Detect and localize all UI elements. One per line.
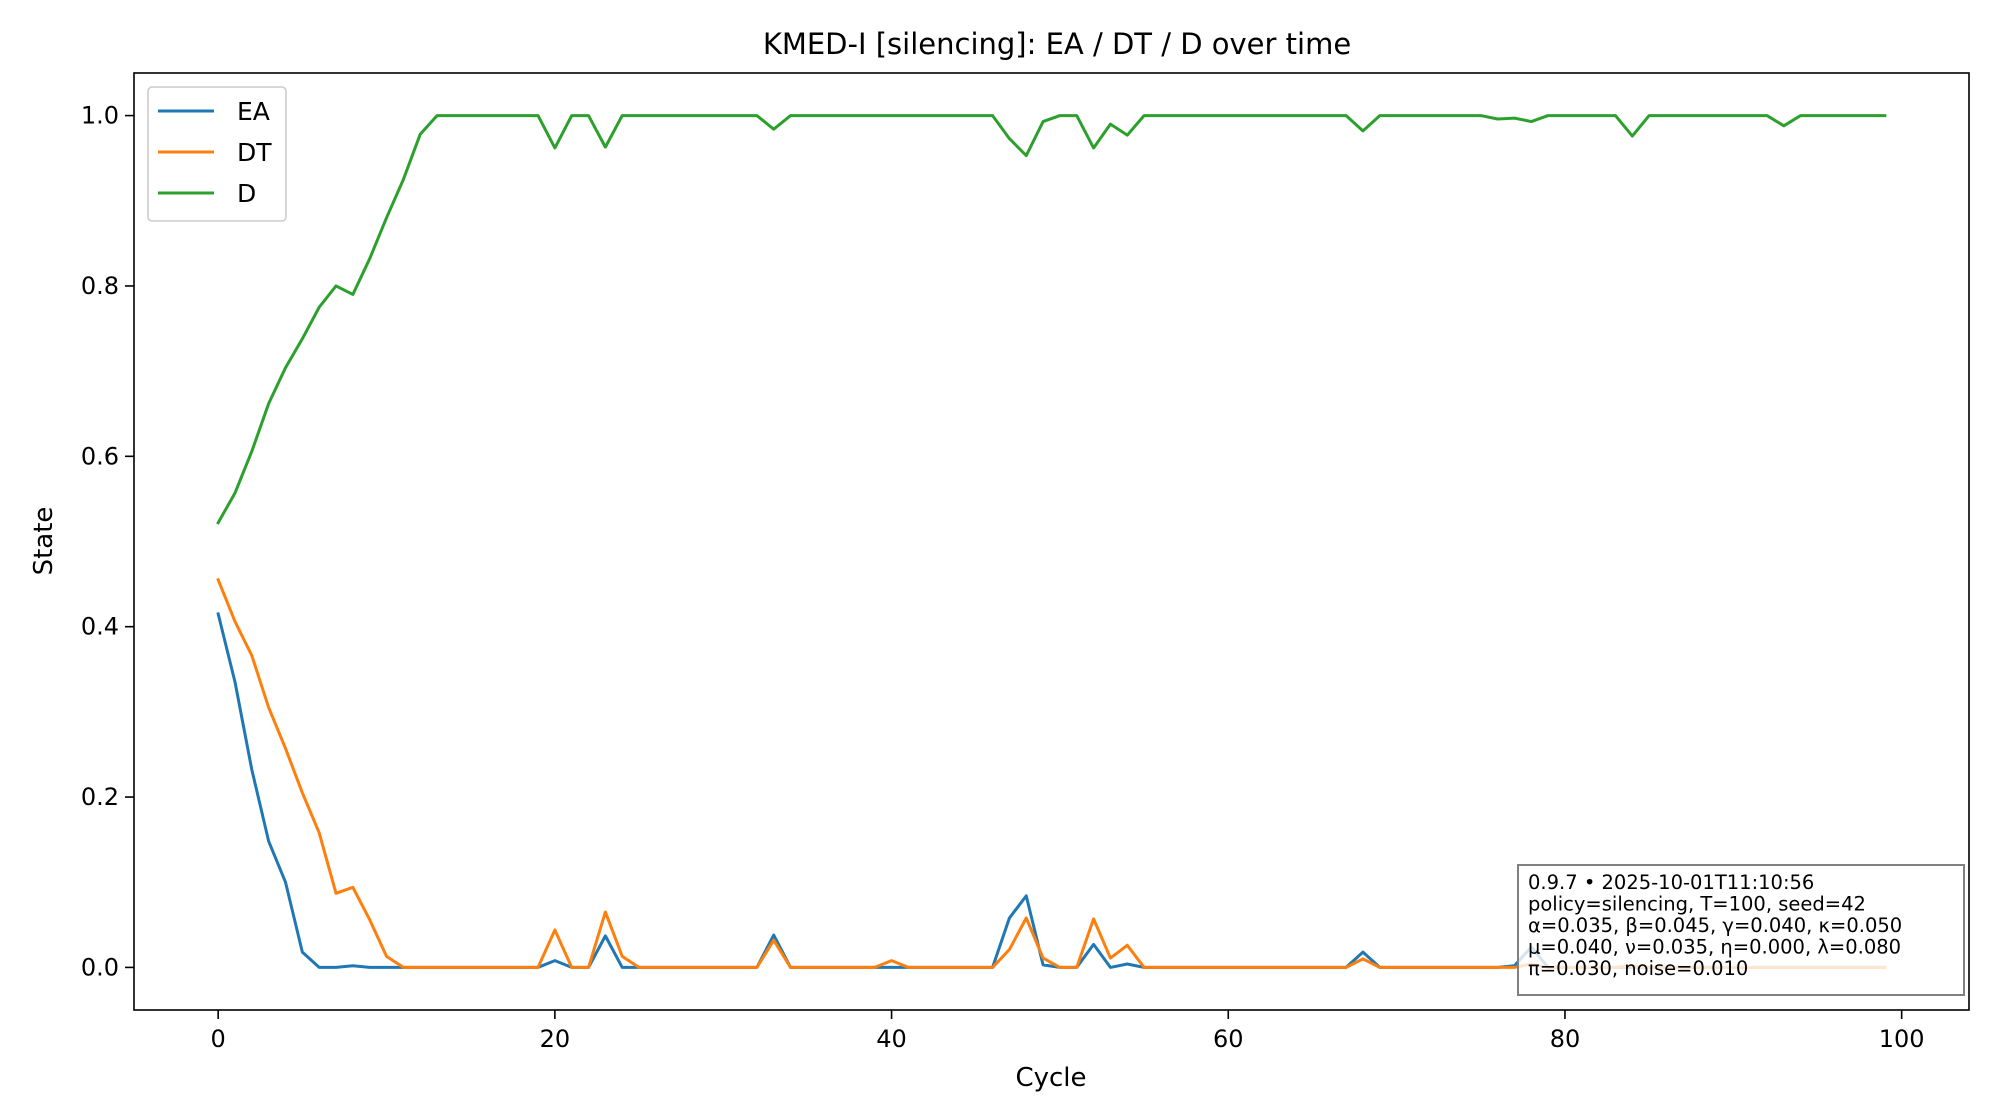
plot-frame <box>133 72 1970 1011</box>
legend: EA DT D <box>147 86 287 222</box>
x-axis: 0 20 40 60 80 100 <box>211 1010 1925 1053</box>
legend-label-dt: DT <box>237 138 272 167</box>
annotation-frame <box>1517 864 1965 996</box>
x-tick-label: 100 <box>1879 1025 1925 1053</box>
x-tick-label: 20 <box>540 1025 571 1053</box>
y-axis: 0.0 0.2 0.4 0.6 0.8 1.0 <box>81 102 134 981</box>
annotation-box: 0.9.7 • 2025-10-01T11:10:56policy=silenc… <box>1517 864 1965 996</box>
y-tick-label: 1.0 <box>81 102 119 130</box>
series-line-d <box>216 114 1887 525</box>
x-tick-label: 80 <box>1550 1025 1581 1053</box>
annotation-line: 0.9.7 • 2025-10-01T11:10:56 <box>1528 871 1814 894</box>
y-tick-label: 0.6 <box>81 442 119 470</box>
x-tick-label: 0 <box>211 1025 226 1053</box>
y-tick-label: 0.2 <box>81 783 119 811</box>
annotation-line: α=0.035, β=0.045, γ=0.040, κ=0.050 <box>1528 914 1902 937</box>
y-tick-label: 0.0 <box>81 953 119 981</box>
chart-title: KMED-I [silencing]: EA / DT / D over tim… <box>763 27 1351 61</box>
x-axis-label: Cycle <box>1015 1063 1086 1093</box>
y-tick-label: 0.8 <box>81 272 119 300</box>
legend-frame <box>147 86 287 222</box>
legend-label-d: D <box>237 179 256 208</box>
x-tick-label: 40 <box>876 1025 907 1053</box>
annotation-line: policy=silencing, T=100, seed=42 <box>1528 893 1866 916</box>
annotation-line: π=0.030, noise=0.010 <box>1528 957 1748 980</box>
y-axis-label: State <box>29 507 59 576</box>
annotation-line: μ=0.040, ν=0.035, η=0.000, λ=0.080 <box>1528 936 1901 959</box>
x-tick-label: 60 <box>1213 1025 1244 1053</box>
legend-label-ea: EA <box>237 97 270 126</box>
y-tick-label: 0.4 <box>81 613 119 641</box>
